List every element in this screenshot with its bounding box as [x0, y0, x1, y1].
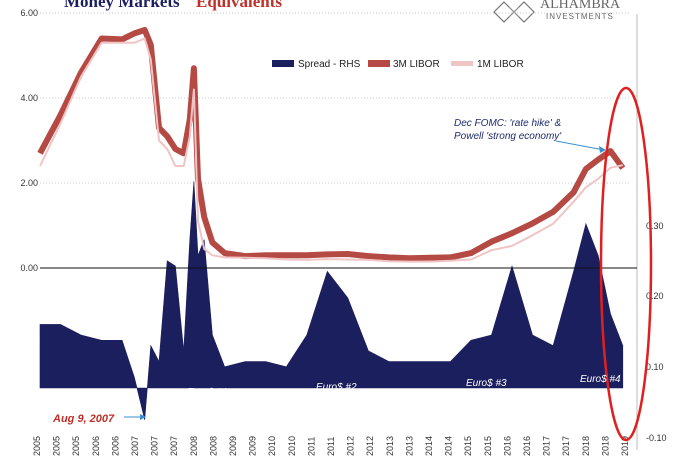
x-tick: 2012	[365, 436, 375, 456]
x-tick: 2014	[444, 436, 454, 456]
legend-swatch-spread	[272, 60, 294, 67]
line-3m-libor	[37, 27, 626, 262]
y-right-tick: 0.10	[646, 362, 664, 372]
y-left-axis: 6.00 4.00 2.00 0.00	[20, 8, 38, 273]
legend-swatch-3m	[368, 60, 390, 67]
fomc-line-1: Dec FOMC: 'rate hike' &	[454, 118, 562, 129]
arrow-right-icon	[140, 414, 146, 420]
y-left-tick: 4.00	[20, 93, 38, 103]
x-tick: 2007	[150, 436, 160, 456]
annotation-fomc: Dec FOMC: 'rate hike' & Powell 'strong e…	[454, 118, 606, 153]
x-tick: 2006	[91, 436, 101, 456]
legend-label-1m: 1M LIBOR	[477, 59, 524, 70]
x-tick: 2015	[463, 436, 473, 456]
x-tick: 2018	[581, 436, 591, 456]
title-part2: Equivalents	[196, 0, 282, 11]
x-tick: 2009	[248, 436, 258, 456]
annotation-euro1: Euro$ #1	[187, 387, 228, 398]
y-left-tick: 6.00	[20, 8, 38, 18]
x-tick: 2008	[208, 436, 218, 456]
x-tick: 2019	[620, 436, 630, 456]
x-tick: 2016	[522, 436, 532, 456]
y-left-tick: 0.00	[20, 263, 38, 273]
legend: Spread - RHS 3M LIBOR 1M LIBOR	[272, 59, 524, 70]
x-tick: 2005	[52, 436, 62, 456]
brand-name: ALHAMBRA	[540, 0, 621, 12]
x-tick: 2005	[32, 436, 42, 456]
x-tick: 2018	[600, 436, 610, 456]
x-tick: 2010	[287, 436, 297, 456]
x-tick: 2008	[189, 436, 199, 456]
x-tick: 2015	[483, 436, 493, 456]
legend-label-3m: 3M LIBOR	[393, 59, 440, 70]
annotation-aug-2007: Aug 9, 2007	[52, 413, 146, 425]
fomc-arrow	[555, 140, 605, 151]
annotation-euro4: Euro$ #4	[580, 374, 621, 385]
x-tick: 2014	[424, 436, 434, 456]
x-tick: 2017	[561, 436, 571, 456]
legend-label-spread: Spread - RHS	[298, 59, 361, 70]
x-tick: 2011	[326, 437, 336, 456]
y-right-axis: 0.30 0.20 0.10 -0.10	[636, 14, 667, 450]
highlight-ellipse	[599, 86, 653, 442]
x-axis: 2005 2005 2005 2006 2006 2007 2007 2007 2008 2008…	[32, 436, 630, 456]
chart-title: Money Markets Equivalents	[64, 0, 282, 11]
brand-logo: ALHAMBRA INVESTMENTS	[493, 0, 621, 23]
spread-area	[39, 181, 624, 420]
x-tick: 2007	[130, 436, 140, 456]
aug-label: Aug 9, 2007	[52, 413, 115, 425]
y-right-tick: -0.10	[646, 433, 667, 443]
line-1m-libor	[39, 37, 623, 263]
x-tick: 2013	[404, 436, 414, 456]
annotation-euro3: Euro$ #3	[466, 378, 507, 389]
annotation-euro2: Euro$ #2	[316, 382, 357, 393]
x-tick: 2013	[385, 436, 395, 456]
x-tick: 2011	[306, 437, 316, 456]
title-part1: Money Markets	[64, 0, 180, 11]
series-libor	[37, 27, 626, 263]
x-tick: 2017	[542, 436, 552, 456]
x-tick: 2009	[228, 436, 238, 456]
series-spread	[39, 181, 624, 420]
x-tick: 2005	[71, 436, 81, 456]
x-tick: 2007	[169, 436, 179, 456]
legend-swatch-1m	[451, 61, 473, 66]
y-left-tick: 2.00	[20, 178, 38, 188]
arrow-head-icon	[599, 146, 606, 153]
x-tick: 2016	[502, 436, 512, 456]
alhambra-logo-icon	[493, 1, 535, 23]
brand-sub: INVESTMENTS	[546, 12, 614, 21]
fomc-line-2: Powell 'strong economy'	[454, 131, 562, 142]
y-right-tick: 0.20	[646, 291, 664, 301]
x-tick: 2010	[267, 436, 277, 456]
x-tick: 2006	[110, 436, 120, 456]
y-right-tick: 0.30	[646, 221, 664, 231]
x-tick: 2012	[346, 436, 356, 456]
